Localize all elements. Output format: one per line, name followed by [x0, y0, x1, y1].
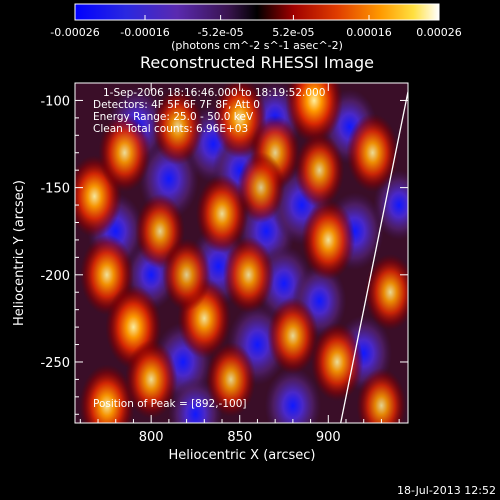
- solar-limb-curve: [340, 91, 408, 423]
- hot-spot: [162, 238, 211, 312]
- annotation-energy: Energy Range: 25.0 - 50.0 keV: [93, 111, 254, 123]
- x-tick-label: 900: [316, 430, 341, 445]
- hot-spot: [205, 341, 256, 417]
- heatmap-image: [75, 83, 408, 423]
- hot-spot: [267, 297, 319, 375]
- axis-ticks: 800 850 900 -100 -150 -200 -250: [40, 82, 408, 445]
- hot-spot: [301, 199, 356, 281]
- x-axis-label: Heliocentric X (arcsec): [169, 448, 316, 463]
- hot-spot: [222, 236, 275, 314]
- y-tick-label: -150: [40, 182, 70, 197]
- colorbar-unit: (photons cm^-2 s^-1 asec^-2): [171, 39, 343, 52]
- colorbar-tick-label: -5.2e-05: [197, 26, 243, 39]
- annotation-clean: Clean Total counts: 6.96E+03: [93, 123, 248, 135]
- chart-title: Reconstructed RHESSI Image: [140, 53, 374, 72]
- hot-spot: [124, 340, 178, 419]
- colorbar-tick-label: 5.2e-05: [272, 26, 314, 39]
- hot-spot: [152, 88, 204, 165]
- hot-spot: [310, 322, 364, 402]
- hot-spot: [195, 174, 249, 254]
- plot-frame: [74, 82, 409, 424]
- y-tick-label: -200: [40, 269, 70, 284]
- annotation-detectors: Detectors: 4F 5F 6F 7F 8F, Att 0: [93, 99, 260, 111]
- hot-spot: [98, 113, 151, 193]
- y-axis-label: Heliocentric Y (arcsec): [12, 180, 27, 326]
- colorbar-tick-label: 0.00016: [346, 26, 392, 39]
- hot-spot: [79, 364, 135, 423]
- render-timestamp: 18-Jul-2013 12:52: [397, 484, 496, 497]
- cold-spot: [264, 367, 322, 423]
- hot-spot: [285, 83, 343, 144]
- annotation-peak: Position of Peak = [892,-100]: [93, 398, 247, 410]
- y-tick-label: -100: [40, 94, 70, 109]
- y-tick-label: -250: [40, 356, 70, 371]
- colorbar-ticks: -0.00026 -0.00016 -5.2e-05 5.2e-05 0.00016 0.…: [50, 15, 462, 39]
- colorbar-tick-label: -0.00016: [120, 26, 169, 39]
- x-tick-label: 800: [139, 430, 164, 445]
- hot-spot: [237, 152, 285, 224]
- x-tick-label: 850: [227, 430, 252, 445]
- hot-spot: [346, 113, 399, 193]
- colorbar: [74, 3, 440, 21]
- hot-spot: [294, 132, 345, 208]
- hot-spot: [364, 253, 408, 331]
- hot-spot: [356, 368, 407, 423]
- colorbar-tick-label: -0.00026: [50, 26, 99, 39]
- annotation-time-range: 1-Sep-2006 18:16:46.000 to 18:19:52.000: [103, 87, 325, 99]
- colorbar-tick-label: 0.00026: [416, 26, 462, 39]
